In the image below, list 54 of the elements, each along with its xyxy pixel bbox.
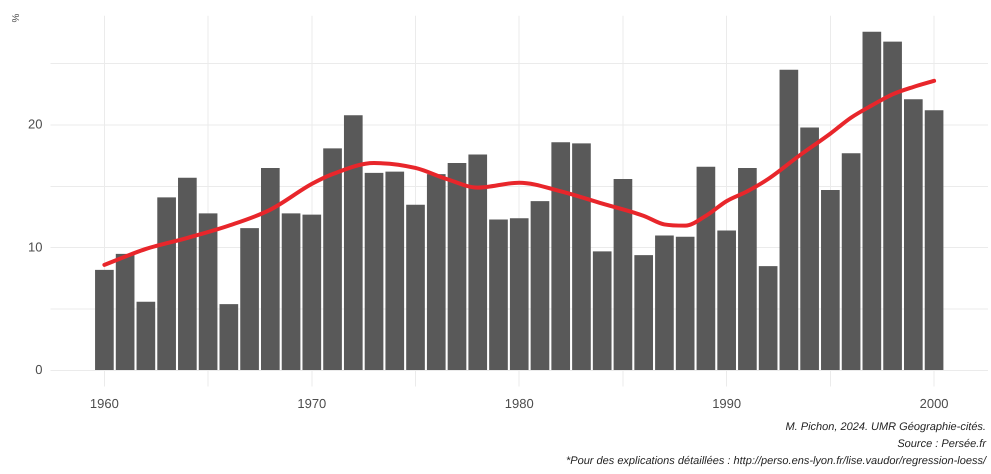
y-tick-label: 20 [28, 116, 42, 132]
bar [178, 178, 197, 370]
bar [220, 304, 238, 370]
y-axis-title: % [10, 13, 22, 22]
y-tick-label: 10 [28, 239, 42, 254]
text: M. Pichon, 2024. UMR Géographie-cités. [785, 421, 986, 433]
y-tick-label: 0 [35, 362, 42, 378]
bar [260, 168, 280, 370]
bar [862, 32, 882, 370]
x-tick-label: 1990 [712, 396, 742, 411]
bar [406, 204, 425, 370]
line-series [102, 78, 936, 267]
bar [904, 99, 923, 370]
bar [530, 201, 550, 370]
text: *Pour des explications détaillées : http://perso.ens-lyon.fr/lise.vaudor/regression-loess/ [566, 455, 987, 467]
bar [883, 42, 902, 370]
bar [821, 190, 840, 370]
x-tick-label: 2000 [920, 396, 949, 411]
bar [676, 236, 694, 370]
source-note: Source : Persée.fr [897, 438, 988, 450]
bar [510, 218, 529, 370]
bar [426, 174, 446, 370]
bar [240, 228, 259, 370]
bar [198, 213, 218, 370]
bar [551, 142, 570, 370]
bar [842, 153, 860, 370]
bar [116, 254, 134, 370]
bar [614, 179, 632, 370]
bar [572, 143, 591, 370]
x-tick-label: 1980 [504, 396, 534, 411]
bar [323, 148, 342, 370]
bar [136, 302, 156, 370]
bar [717, 230, 736, 370]
bar [448, 163, 466, 370]
bar [738, 168, 757, 370]
bar [696, 166, 716, 370]
bar [655, 235, 674, 370]
x-tick-label: 1960 [90, 396, 119, 411]
bar [634, 255, 654, 370]
bar [758, 266, 778, 370]
bar [282, 213, 300, 370]
bar [780, 70, 798, 370]
bar [157, 197, 176, 370]
bar [302, 214, 322, 370]
bar [344, 115, 363, 370]
bar [468, 154, 488, 370]
bar [489, 220, 508, 370]
bar [924, 110, 944, 370]
bar [800, 127, 819, 370]
bar [364, 172, 384, 370]
bar [95, 270, 114, 370]
bar [385, 172, 404, 370]
x-tick-label: 1970 [297, 396, 326, 411]
bar [592, 251, 612, 370]
